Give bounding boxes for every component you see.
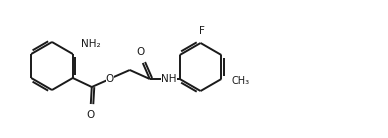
Text: F: F (199, 26, 204, 36)
Text: NH: NH (161, 74, 177, 84)
Text: O: O (106, 74, 114, 84)
Text: O: O (137, 47, 145, 57)
Text: NH₂: NH₂ (81, 39, 100, 49)
Text: O: O (87, 110, 95, 120)
Text: CH₃: CH₃ (231, 76, 249, 86)
